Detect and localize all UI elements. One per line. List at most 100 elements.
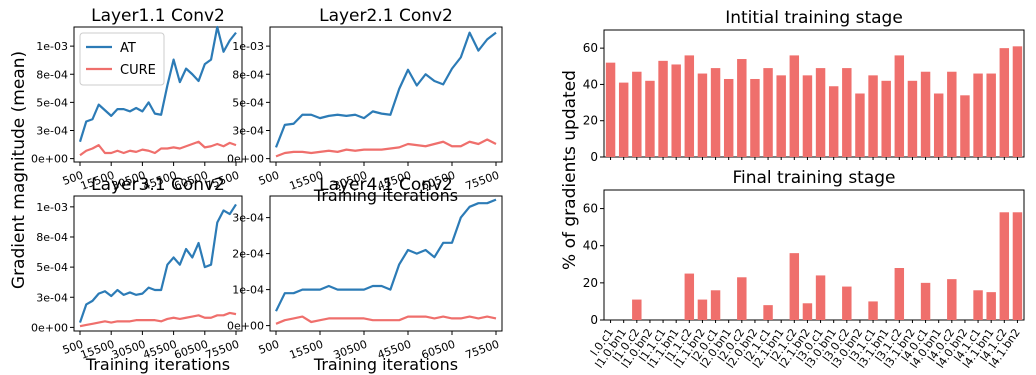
- bar: [671, 64, 681, 157]
- bar: [710, 290, 721, 320]
- y-tick-label: 0: [590, 313, 598, 327]
- bar: [723, 78, 734, 157]
- bar: [618, 82, 629, 157]
- y-tick-label: 0e+00: [227, 320, 264, 333]
- bar: [815, 275, 826, 320]
- bar: [842, 286, 852, 320]
- bar: [697, 73, 708, 157]
- x-tick-label: 500: [257, 169, 281, 188]
- bar: [828, 86, 839, 157]
- left-shared-ylabel: Gradient magnitude (mean): [9, 51, 29, 289]
- y-tick-label: 60: [583, 202, 598, 216]
- y-tick-label: 3e-04: [36, 291, 68, 304]
- y-tick-label: 3e-04: [36, 125, 68, 138]
- x-tick-label: 75500: [464, 169, 501, 193]
- bar: [632, 71, 642, 157]
- y-tick-label: 2e-04: [232, 248, 264, 261]
- bar: [802, 75, 813, 157]
- y-tick-label: 5e-04: [36, 261, 68, 274]
- y-tick-label: 40: [583, 77, 598, 91]
- bar: [789, 55, 800, 157]
- bar: [986, 292, 996, 320]
- bar: [737, 277, 747, 320]
- legend-label: CURE: [120, 63, 156, 78]
- plot-frame: [73, 195, 243, 332]
- bar: [960, 95, 970, 157]
- bar: [1012, 212, 1023, 320]
- bar: [881, 80, 891, 157]
- bar: [973, 290, 983, 320]
- y-tick-label: 20: [583, 114, 598, 128]
- bar: [907, 80, 918, 157]
- panel-title: Intitial training stage: [725, 8, 903, 28]
- bar: [632, 299, 642, 320]
- y-tick-label: 3e-04: [232, 212, 264, 225]
- y-tick-label: 60: [583, 41, 598, 55]
- y-tick-label: 20: [583, 276, 598, 290]
- y-tick-label: 0: [590, 150, 598, 164]
- series-line-at: [275, 198, 497, 312]
- bar: [868, 75, 878, 157]
- panel-title: Layer1.1 Conv2: [91, 6, 225, 26]
- y-tick-label: 1e-03: [232, 40, 264, 53]
- bar: [947, 71, 957, 157]
- bar: [986, 73, 996, 157]
- series-line-at: [274, 31, 497, 148]
- y-tick-label: 1e-03: [36, 40, 68, 53]
- bar: [973, 73, 983, 157]
- bar: [933, 93, 944, 157]
- bar: [645, 80, 655, 157]
- bar: [802, 303, 813, 320]
- line-panel-1: Layer1.1 Conv20e+003e-045e-048e-041e-035…: [31, 6, 243, 193]
- plot-frame: [603, 29, 1025, 158]
- bar: [737, 59, 747, 157]
- y-tick-label: 0e+00: [227, 153, 264, 166]
- bar: [684, 273, 695, 320]
- plot-frame: [269, 26, 503, 163]
- bar: [999, 48, 1010, 158]
- bar: [684, 55, 695, 157]
- bar: [868, 301, 878, 320]
- x-tick-label: 500: [257, 338, 281, 357]
- bar: [815, 68, 826, 157]
- bar: [710, 68, 721, 157]
- bar: [920, 71, 931, 157]
- y-tick-label: 0e+00: [31, 153, 68, 166]
- series-line-cure: [79, 140, 237, 157]
- bar: [855, 93, 865, 157]
- bar: [763, 68, 773, 157]
- plot-frame: [269, 195, 503, 332]
- plot-frame: [73, 26, 243, 163]
- bar: [999, 212, 1010, 320]
- panel-title: Layer4.1 Conv2: [319, 175, 453, 195]
- bar: [1012, 46, 1023, 158]
- bar: [763, 305, 773, 320]
- series-line-cure: [275, 315, 497, 325]
- series-line-cure: [275, 138, 497, 158]
- y-tick-label: 5e-04: [36, 96, 68, 109]
- bar: [776, 75, 786, 157]
- bar: [750, 78, 760, 157]
- x-axis-label: Training iterations: [313, 355, 458, 374]
- bar: [894, 268, 905, 320]
- bar: [697, 299, 708, 320]
- panels: Layer1.1 Conv2 0e+00 3e-04 5e-04 8e-04 1e-03 5…: [31, 6, 1025, 374]
- y-tick-label: 40: [583, 239, 598, 253]
- legend: AT CURE: [79, 32, 165, 86]
- bar-panel-2: Final training stage0204060l.0.c1l1.0.bn…: [583, 168, 1025, 371]
- bar: [894, 55, 905, 157]
- series-line-at: [78, 203, 237, 323]
- y-tick-label: 0e+00: [31, 321, 68, 334]
- bar: [605, 62, 616, 157]
- bar: [658, 60, 668, 157]
- y-tick-label: 5e-04: [232, 96, 264, 109]
- right-shared-ylabel: % of gradients updated: [560, 70, 580, 270]
- bar-panel-1: Intitial training stage 0 20 40 60: [583, 8, 1025, 164]
- series-line-at: [78, 25, 237, 143]
- y-tick-label: 1e-03: [36, 201, 68, 214]
- x-tick-label: 75500: [464, 338, 501, 362]
- y-tick-label: 8e-04: [36, 68, 68, 81]
- y-tick-label: 3e-04: [232, 125, 264, 138]
- line-panel-3: Layer3.1 Conv20e+003e-045e-048e-041e-035…: [31, 175, 243, 374]
